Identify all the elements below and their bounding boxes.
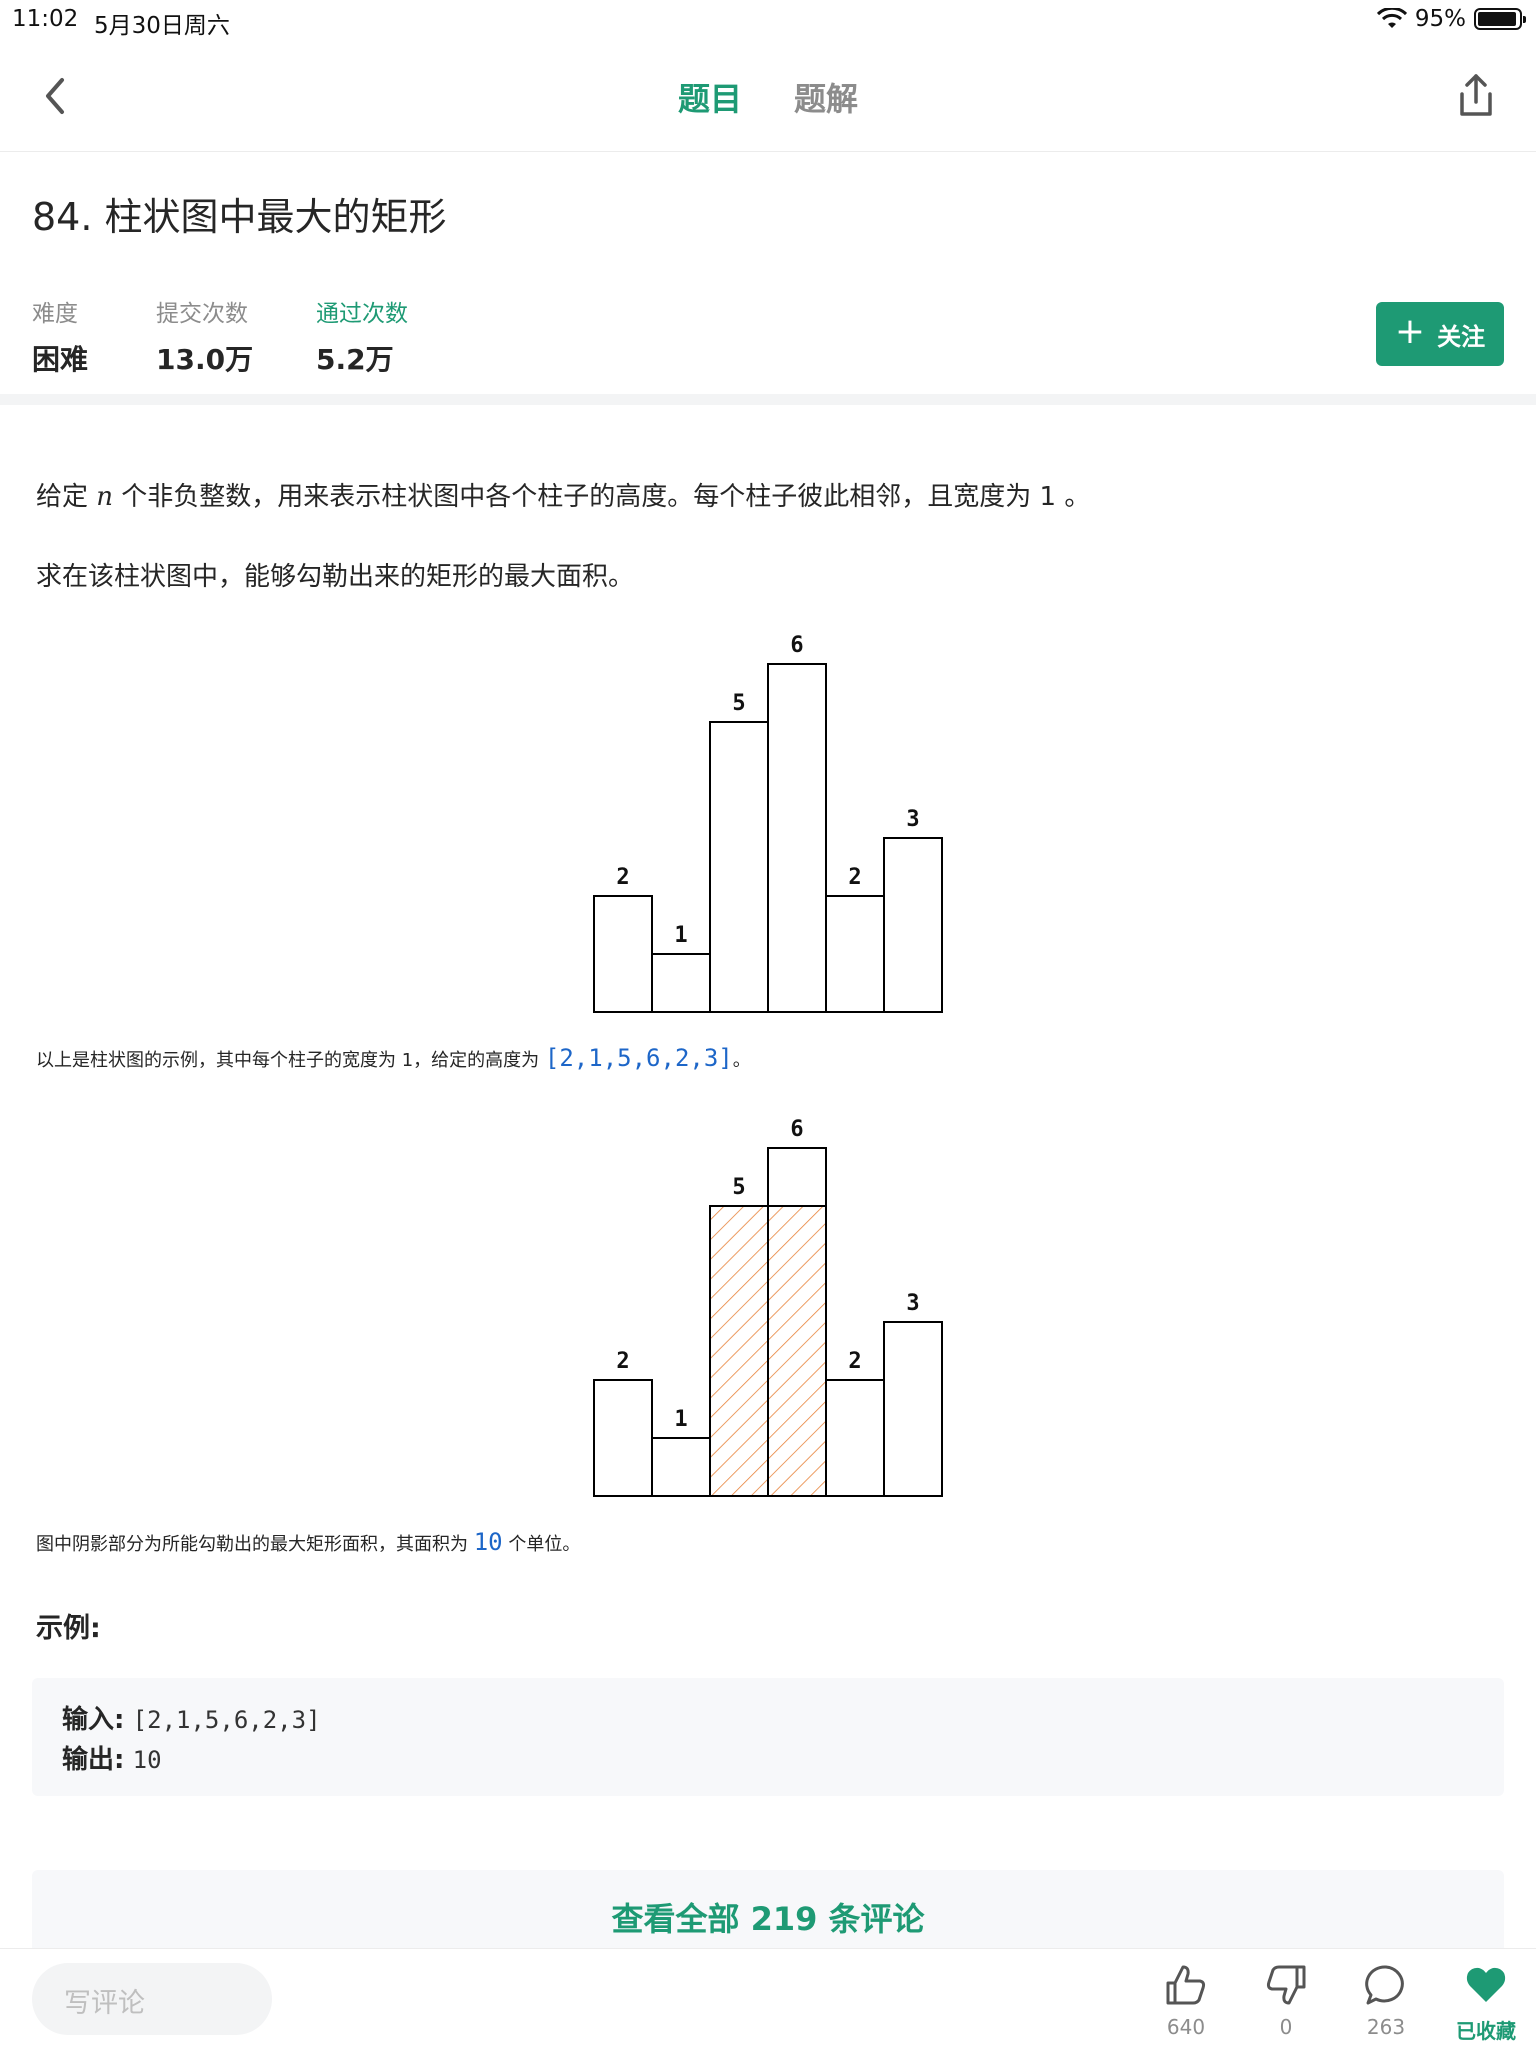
max-rectangle-outline — [767, 1205, 827, 1497]
histogram-bar — [593, 1379, 653, 1497]
status-date: 5月30日周六 — [94, 13, 230, 39]
caption-2: 图中阴影部分为所能勾勒出的最大矩形面积，其面积为 10 个单位。 — [36, 1528, 580, 1556]
battery-icon — [1474, 8, 1526, 30]
tab-solutions[interactable]: 题解 — [794, 80, 859, 118]
caption1-prefix: 以上是柱状图的示例，其中每个柱子的宽度为 1，给定的高度为 — [36, 1050, 545, 1071]
caption1-code: [2,1,5,6,2,3] — [544, 1044, 733, 1072]
bar-value-label: 3 — [906, 1291, 919, 1316]
description-paragraph-1: 给定 n 个非负整数，用来表示柱状图中各个柱子的高度。每个柱子彼此相邻，且宽度为… — [36, 476, 1090, 513]
heart-icon — [1466, 1967, 1506, 2002]
histogram-bar — [651, 953, 711, 1013]
view-all-comments-button[interactable]: 查看全部 219 条评论 — [32, 1870, 1504, 1950]
example-output-line: 输出: 10 — [62, 1740, 1474, 1780]
problem-title: 84. 柱状图中最大的矩形 — [32, 195, 447, 239]
dislike-button[interactable]: 0 — [1246, 1963, 1326, 2039]
plus-icon: + — [1394, 311, 1426, 352]
caption1-suffix: 。 — [732, 1050, 751, 1071]
favorite-label: 已收藏 — [1456, 2019, 1516, 2043]
histogram-bar — [651, 1437, 711, 1497]
comment-count: 263 — [1366, 2015, 1406, 2039]
accepted-value: 5.2万 — [316, 343, 394, 376]
histogram-bar — [825, 895, 885, 1013]
bottom-action-bar: 写评论 640 0 263 已收藏 — [0, 1948, 1536, 2048]
histogram-bar — [709, 721, 769, 1013]
status-right: 95% — [1376, 6, 1526, 32]
input-value: [2,1,5,6,2,3] — [132, 1706, 321, 1734]
caption-1: 以上是柱状图的示例，其中每个柱子的宽度为 1，给定的高度为 [2,1,5,6,2… — [36, 1044, 751, 1072]
back-button[interactable] — [36, 70, 76, 122]
section-divider — [0, 394, 1536, 405]
chevron-left-icon — [46, 78, 64, 114]
input-label: 输入: — [62, 1705, 125, 1735]
bar-value-label: 1 — [674, 923, 687, 948]
p1-variable: n — [96, 482, 114, 512]
wifi-icon — [1376, 8, 1407, 28]
difficulty-value: 困难 — [32, 343, 89, 376]
difficulty-label: 难度 — [32, 301, 78, 327]
favorite-button[interactable]: 已收藏 — [1446, 1963, 1526, 2044]
description-paragraph-2: 求在该柱状图中，能够勾勒出来的矩形的最大面积。 — [36, 562, 635, 592]
histogram-example: 2 1 5 6 2 3 — [593, 633, 943, 1013]
max-rectangle-hatch — [769, 1207, 825, 1495]
output-label: 输出: — [62, 1745, 125, 1775]
bar-value-label: 5 — [732, 691, 745, 716]
max-rectangle-hatch — [711, 1207, 767, 1495]
like-count: 640 — [1166, 2015, 1206, 2039]
output-value: 10 — [132, 1746, 162, 1774]
bar-value-label: 5 — [732, 1175, 745, 1200]
caption2-prefix: 图中阴影部分为所能勾勒出的最大矩形面积，其面积为 — [36, 1534, 474, 1555]
histogram-bar — [767, 663, 827, 1013]
tab-problem[interactable]: 题目 — [677, 80, 742, 118]
status-bar: 11:02 5月30日周六 95% — [0, 0, 1536, 40]
comment-bubble-icon — [1365, 1965, 1404, 2005]
stat-difficulty: 难度 困难 — [32, 294, 88, 378]
accepted-label: 通过次数 — [316, 301, 408, 327]
share-button[interactable] — [1454, 72, 1498, 120]
nav-bar: 题目 题解 — [0, 40, 1536, 152]
histogram-bar — [593, 895, 653, 1013]
follow-button[interactable]: + 关注 — [1376, 302, 1504, 366]
histogram-bar — [883, 837, 943, 1013]
stat-accepted: 通过次数 5.2万 — [316, 294, 408, 378]
bar-value-label: 2 — [616, 865, 629, 890]
status-time: 11:02 — [12, 6, 79, 32]
example-input-line: 输入: [2,1,5,6,2,3] — [62, 1700, 1474, 1740]
thumbs-down-icon — [1266, 1965, 1306, 2005]
battery-percent: 95% — [1414, 6, 1466, 32]
follow-label: 关注 — [1437, 322, 1486, 351]
bar-value-label: 2 — [616, 1349, 629, 1374]
dislike-count: 0 — [1279, 2015, 1293, 2039]
comments-button[interactable]: 263 — [1346, 1963, 1426, 2039]
comment-input[interactable]: 写评论 — [32, 1963, 272, 2035]
p1-prefix: 给定 — [36, 482, 97, 512]
caption2-code: 10 — [473, 1528, 503, 1556]
share-icon — [1460, 74, 1492, 116]
thumbs-up-icon — [1166, 1965, 1206, 2005]
histogram-bar — [883, 1321, 943, 1497]
like-button[interactable]: 640 — [1146, 1963, 1226, 2039]
bar-value-label: 1 — [674, 1407, 687, 1432]
bar-value-label: 6 — [790, 633, 803, 658]
example-block: 输入: [2,1,5,6,2,3] 输出: 10 — [32, 1678, 1504, 1796]
bar-value-label: 2 — [848, 865, 861, 890]
caption2-suffix: 个单位。 — [502, 1534, 581, 1555]
bar-value-label: 3 — [906, 807, 919, 832]
p1-suffix: 个非负整数，用来表示柱状图中各个柱子的高度。每个柱子彼此相邻，且宽度为 1 。 — [113, 482, 1091, 512]
submissions-label: 提交次数 — [156, 301, 248, 327]
submissions-value: 13.0万 — [156, 343, 254, 376]
bar-value-label: 6 — [790, 1117, 803, 1142]
tab-bar: 题目 题解 — [0, 74, 1536, 120]
stat-submissions: 提交次数 13.0万 — [156, 294, 253, 378]
histogram-bar — [825, 1379, 885, 1497]
example-heading: 示例: — [36, 1613, 101, 1644]
battery-fill — [1478, 12, 1516, 26]
bar-value-label: 2 — [848, 1349, 861, 1374]
histogram-max-rectangle: 2 1 5 6 2 3 — [593, 1117, 943, 1497]
